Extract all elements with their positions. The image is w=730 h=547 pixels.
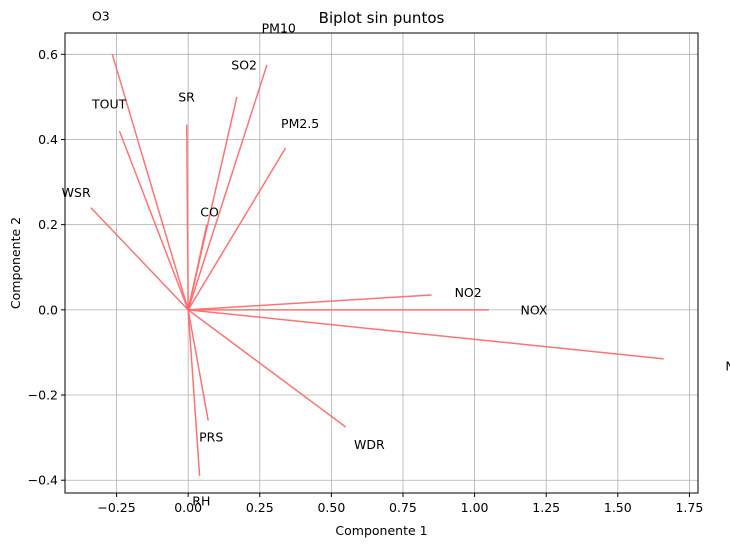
x-tick-label: 0.50	[317, 500, 345, 515]
x-tick-label: 1.50	[604, 500, 632, 515]
vector-label-so2: SO2	[231, 57, 257, 72]
vector-label-o3: O3	[92, 8, 110, 23]
vector-label-nox: NOX	[521, 302, 548, 317]
vector-label-pm10: PM10	[262, 21, 296, 36]
vector-wdr	[187, 309, 347, 428]
vector-label-no2: NO2	[455, 285, 482, 300]
vector-co	[187, 224, 208, 311]
y-tick-label: −0.4	[28, 473, 58, 488]
x-tick-label: 1.00	[461, 500, 489, 515]
x-tick-label: −0.25	[97, 500, 135, 515]
vector-no	[188, 309, 664, 360]
x-tick-label: 1.75	[675, 500, 703, 515]
vector-wsr	[90, 207, 189, 311]
x-tick-label: 0.75	[389, 500, 417, 515]
vector-labels: O3 PM10 SO2 SR TOUT PM2.5 WSR CO NO2 NOX NO WDR PRS R…	[62, 8, 730, 508]
chart-title: Biplot sin puntos	[319, 9, 445, 27]
vector-label-rh: RH	[192, 493, 210, 508]
y-tick-label: −0.2	[28, 388, 58, 403]
vector-pm2-5	[187, 147, 287, 311]
vector-prs	[187, 309, 209, 421]
vector-label-no: NO	[725, 359, 730, 374]
y-tick-label: 0.0	[38, 302, 58, 317]
vector-label-pm2-5: PM2.5	[281, 116, 319, 131]
grid-lines	[65, 33, 698, 493]
x-axis-ticks: −0.25 0.00 0.25 0.50 0.75 1.00 1.25 1.50 1.75	[97, 493, 703, 515]
vector-o3	[111, 54, 189, 311]
vector-sr	[185, 124, 189, 310]
y-axis-ticks: −0.4 −0.2 0.0 0.2 0.4 0.6	[28, 47, 65, 488]
vector-label-sr: SR	[178, 89, 195, 104]
x-tick-label: 1.25	[532, 500, 560, 515]
vector-label-wsr: WSR	[62, 185, 91, 200]
x-axis-label: Componente 1	[335, 523, 427, 538]
y-tick-label: 0.4	[38, 132, 58, 147]
vector-rh	[187, 309, 201, 477]
y-axis-label: Componente 2	[8, 217, 23, 309]
x-tick-label: 0.00	[174, 500, 202, 515]
y-tick-label: 0.6	[38, 47, 58, 62]
vector-label-tout: TOUT	[91, 97, 127, 112]
vector-label-prs: PRS	[199, 430, 223, 445]
vector-no2	[188, 294, 432, 311]
vector-label-co: CO	[200, 204, 219, 219]
x-tick-label: 0.25	[246, 500, 274, 515]
y-tick-label: 0.2	[38, 217, 58, 232]
vector-pm10	[187, 64, 268, 311]
plot-frame	[64, 32, 699, 494]
vector-tout	[118, 130, 189, 311]
vector-label-wdr: WDR	[354, 437, 385, 452]
vector-arrows	[90, 54, 664, 477]
